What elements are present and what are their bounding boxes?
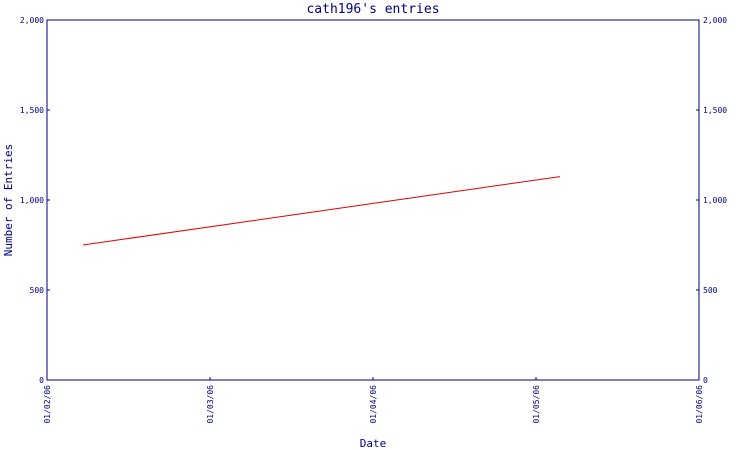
y-tick-label-left: 500 xyxy=(30,286,45,295)
y-tick-label-left: 2,000 xyxy=(20,16,44,25)
series-layer xyxy=(82,176,561,246)
chart-title: cath196's entries xyxy=(306,2,439,17)
x-tick-label: 01/03/06 xyxy=(206,385,215,424)
y-tick-label-right: 1,500 xyxy=(703,106,727,115)
y-tick-label-left: 1,500 xyxy=(20,106,44,115)
x-tick-label: 01/02/06 xyxy=(43,385,52,424)
y-axis-label: Number of Entries xyxy=(2,144,15,257)
x-tick-label: 01/04/06 xyxy=(369,385,378,424)
y-tick-label-right: 2,000 xyxy=(703,16,727,25)
y-axis-left: 0 500 1,000 1,500 2,000 xyxy=(20,16,50,385)
y-tick-label-right: 1,000 xyxy=(703,196,727,205)
series-line xyxy=(82,176,561,246)
y-tick-label-right: 0 xyxy=(703,376,708,385)
y-tick-label-left: 1,000 xyxy=(20,196,44,205)
y-tick-label-left: 0 xyxy=(39,376,44,385)
y-axis-right: 0 500 1,000 1,500 2,000 xyxy=(696,16,727,385)
x-axis: 01/02/06 01/03/06 01/04/06 01/05/06 01/06/06 xyxy=(43,377,704,424)
plot-area xyxy=(46,19,700,381)
x-tick-label: 01/06/06 xyxy=(695,385,704,424)
x-tick-label: 01/05/06 xyxy=(532,385,541,424)
x-axis-label: Date xyxy=(360,437,387,450)
y-tick-label-right: 500 xyxy=(703,286,718,295)
